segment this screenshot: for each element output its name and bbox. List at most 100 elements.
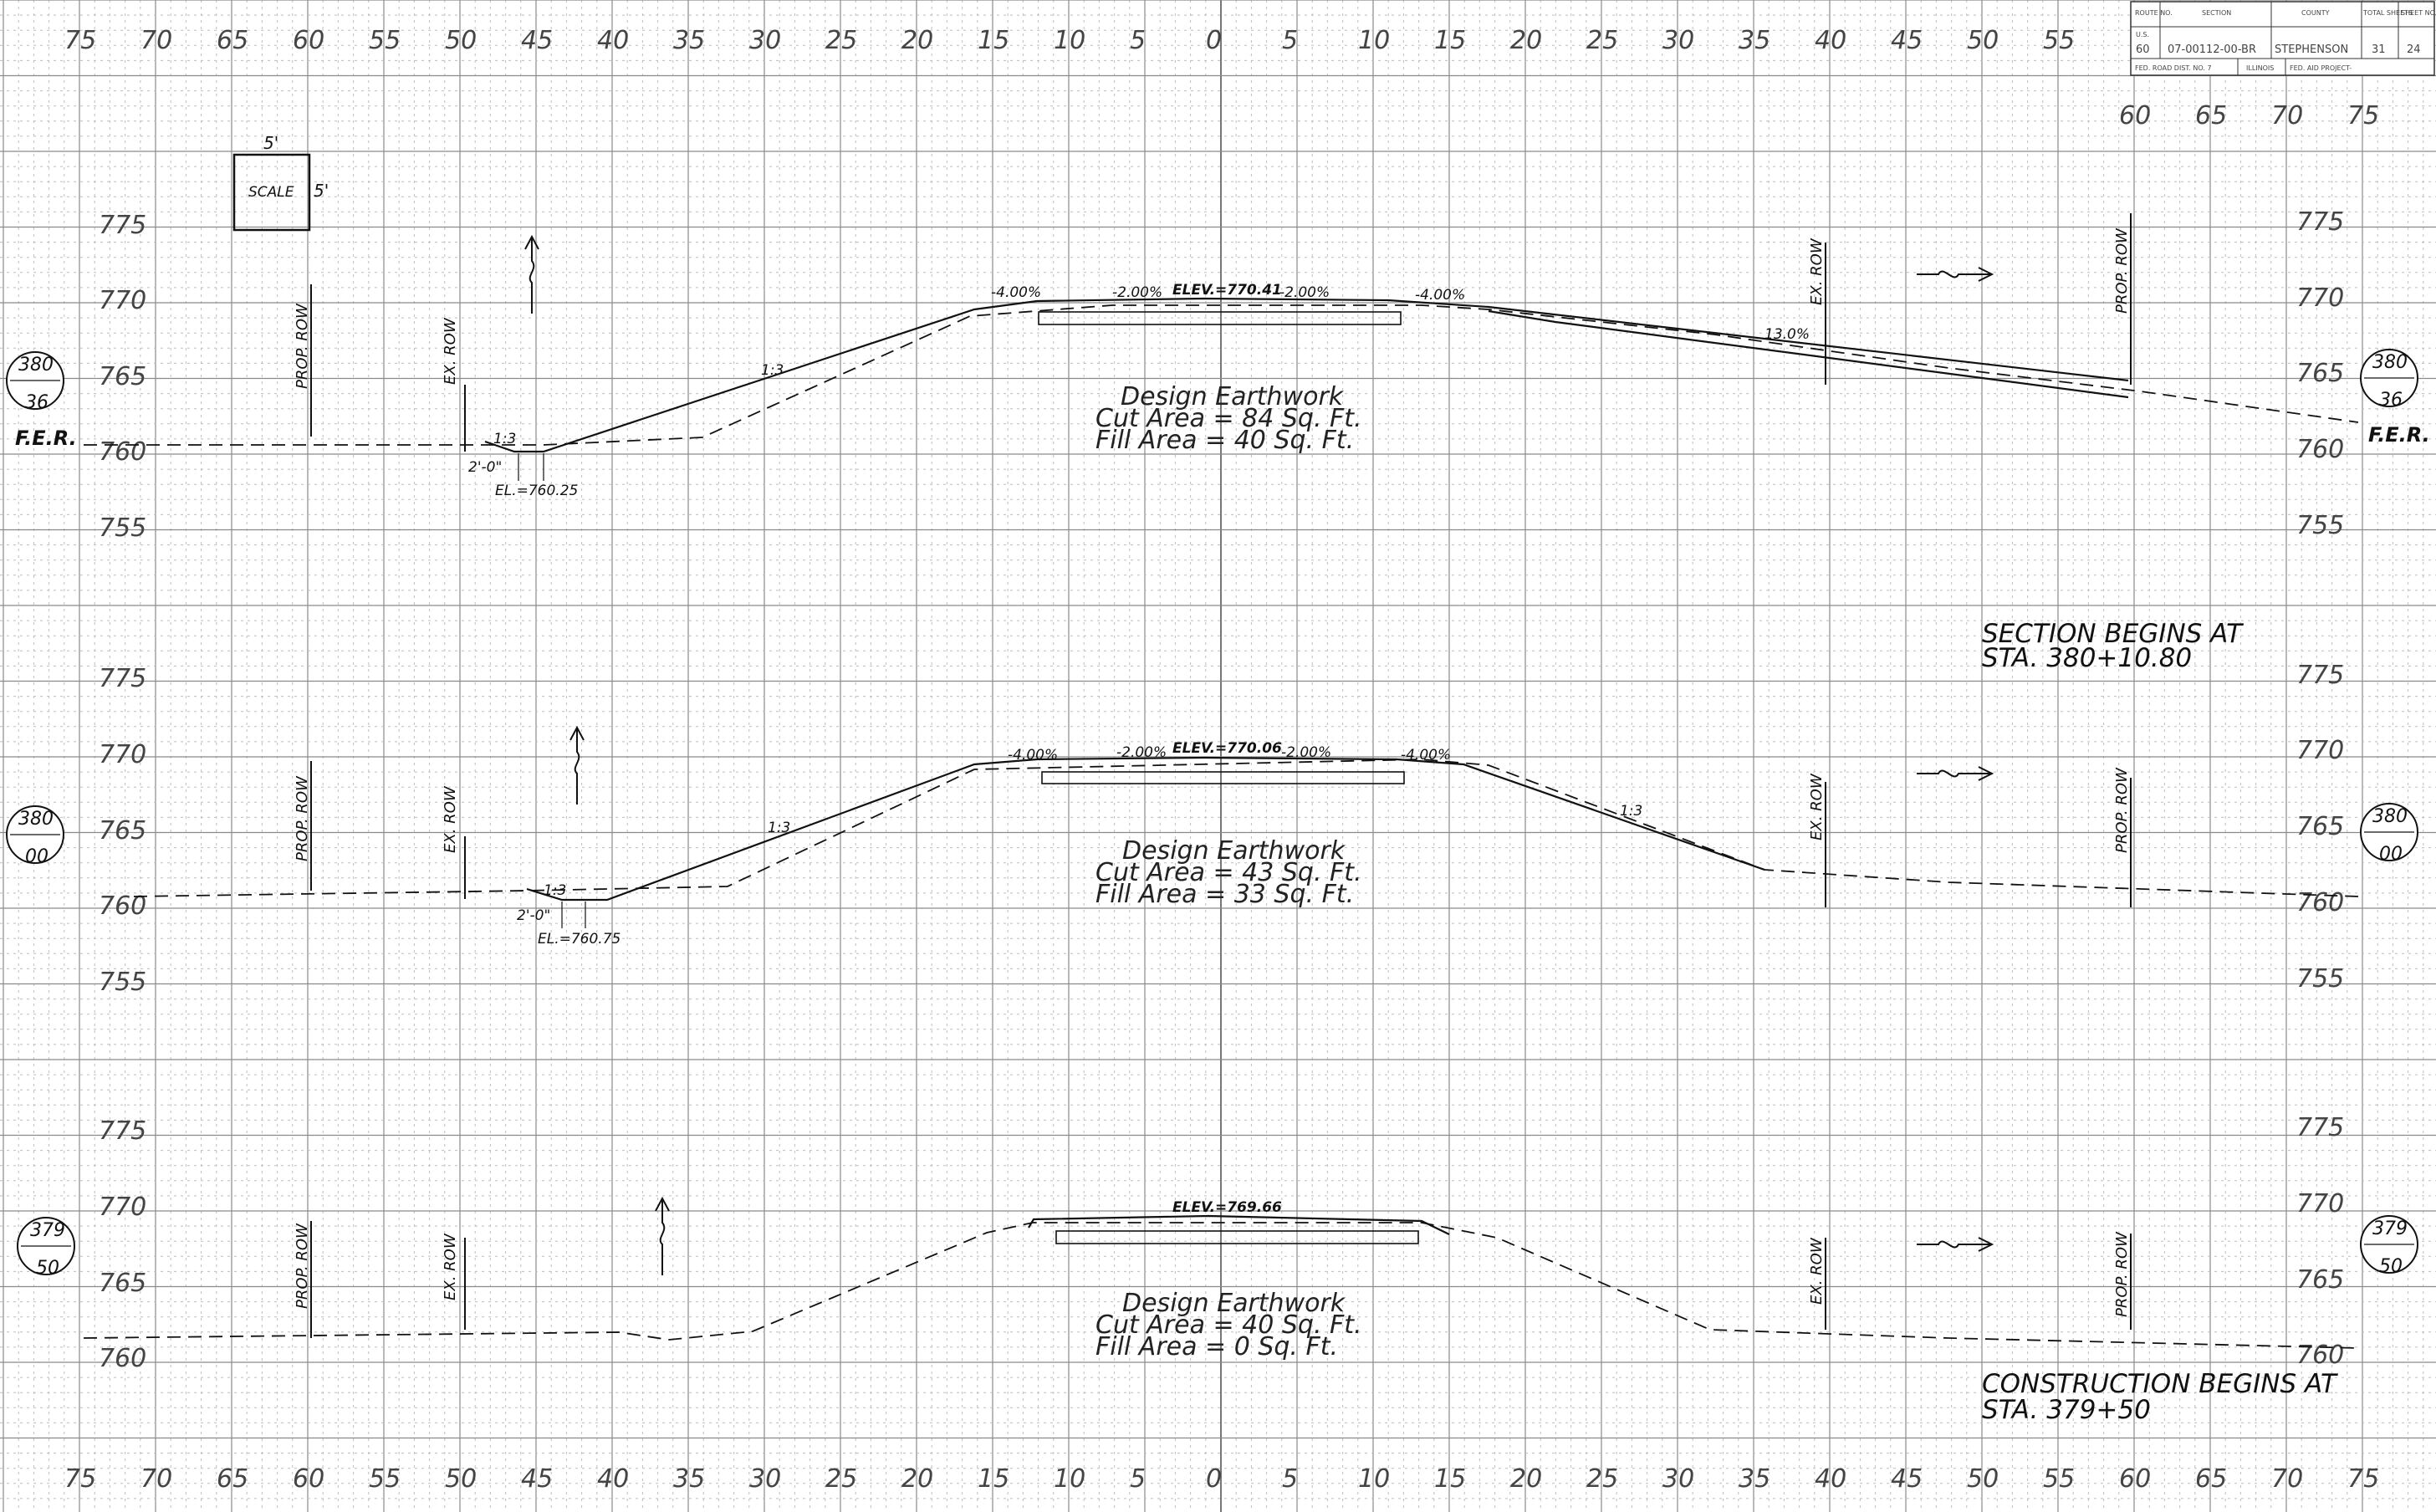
elev-label: 770 <box>2296 736 2344 765</box>
prop-row-label-left: PROP. ROW <box>294 1223 311 1309</box>
slope-label: -2.00% <box>1281 744 1331 761</box>
offset-label: 35 <box>1739 1464 1770 1494</box>
offset-label: 40 <box>1815 26 1846 55</box>
offset-label: 10 <box>1358 26 1390 55</box>
station-top: 379 <box>2372 1218 2408 1239</box>
offset-label: 25 <box>825 1464 857 1494</box>
offset-label: 15 <box>1434 1464 1466 1494</box>
offset-label: 40 <box>597 26 629 55</box>
offset-label: 5 <box>1130 1464 1146 1494</box>
slope-ratio-label: 1:3 <box>544 882 566 899</box>
tb-header-route: ROUTE NO. <box>2135 9 2173 17</box>
fill-area: Fill Area = 33 Sq. Ft. <box>1095 880 1354 909</box>
station-top: 380 <box>18 355 54 375</box>
offset-label: 45 <box>1891 1464 1923 1494</box>
offset-label: 45 <box>521 26 553 55</box>
offset-label: 0 <box>1206 26 1222 55</box>
station-bottom: 00 <box>25 846 49 867</box>
tb-fed-road-dist: FED. ROAD DIST. NO. 7 <box>2135 64 2212 72</box>
tb-county: STEPHENSON <box>2275 43 2348 56</box>
slope-label: -4.00% <box>1415 287 1465 304</box>
elev-label: 760 <box>99 437 146 467</box>
flow-arrow-icon <box>1917 766 1994 781</box>
flow-arrow-icon <box>1917 267 1994 282</box>
offset-label: 70 <box>140 1464 172 1494</box>
title-block: ROUTE NO. SECTION COUNTY TOTAL SHEETS SH… <box>2130 1 2436 76</box>
elev-label: 765 <box>2296 1265 2344 1295</box>
elev-label: 760 <box>2296 888 2344 917</box>
cross-section-380-00: 775 770 765 760 755 775 770 765 760 755 … <box>6 661 2418 997</box>
offset-label: 15 <box>978 1464 1009 1494</box>
elev-label: 770 <box>99 1193 146 1222</box>
elev-label: 775 <box>2296 1113 2344 1142</box>
offset-label: 65 <box>217 1464 248 1494</box>
elev-callout: ELEV.=770.06 <box>1172 740 1282 757</box>
station-bubble-right: 379 50 <box>2360 1215 2418 1277</box>
fill-area: Fill Area = 0 Sq. Ft. <box>1095 1332 1338 1361</box>
tb-header-county: COUNTY <box>2301 9 2330 17</box>
offset-label: 50 <box>1967 1464 1999 1494</box>
elev-label: 775 <box>99 664 146 693</box>
prop-row-label-left: PROP. ROW <box>294 303 311 389</box>
cut-area: Cut Area = 40 Sq. Ft. <box>1095 1310 1362 1340</box>
slope-ratio-label: 1:3 <box>1620 803 1642 820</box>
elev-label: 765 <box>99 362 146 391</box>
existing-ground-line <box>83 1222 2359 1349</box>
offset-label: 5 <box>1130 26 1146 55</box>
offset-label: 55 <box>369 26 401 55</box>
offset-label: 70 <box>140 26 172 55</box>
offset-label: 5 <box>1282 26 1298 55</box>
ex-row-label-right: EX. ROW <box>1808 773 1826 840</box>
offset-label: 60 <box>293 1464 324 1494</box>
scale-side-label: 5' <box>314 181 329 201</box>
north-arrow-icon <box>655 1196 670 1275</box>
elev-label: 760 <box>2296 1341 2344 1370</box>
ex-row-label-right: EX. ROW <box>1808 238 1826 305</box>
elev-label: 765 <box>99 1269 146 1298</box>
section-begins-line-2: STA. 380+10.80 <box>1982 643 2192 673</box>
offset-label: 60 <box>2119 101 2151 130</box>
offset-label: 60 <box>293 26 324 55</box>
existing-ground-line <box>84 304 2359 446</box>
offset-label: 65 <box>2195 101 2227 130</box>
elevation-labels-left: 775 770 765 760 <box>99 1116 146 1373</box>
slope-label: -2.00% <box>1116 744 1167 761</box>
proposed-grade-line <box>526 756 1765 902</box>
elev-label: 760 <box>99 1344 146 1373</box>
elev-label: 755 <box>99 513 146 543</box>
slope-label: -2.00% <box>1279 284 1330 301</box>
station-bottom: 36 <box>25 392 49 413</box>
offset-label: 45 <box>1891 26 1923 55</box>
prop-row-label-right: PROP. ROW <box>2113 1231 2131 1317</box>
tb-total-sheets: 31 <box>2372 43 2386 56</box>
ex-row-label-right: EX. ROW <box>1808 1237 1826 1305</box>
station-bubble-left: 379 50 <box>17 1217 75 1279</box>
elevation-labels-left: 775 770 765 760 755 <box>99 211 146 543</box>
ditch-width-label: 2'-0" <box>517 907 550 924</box>
offset-labels-bottom: 75 70 65 60 55 50 45 40 35 30 25 20 15 10 5 0 5 10 15 20 25 3… <box>64 1464 2379 1494</box>
earthwork-title: Design Earthwork <box>1122 1289 1346 1318</box>
elev-label: 755 <box>2296 964 2344 994</box>
elev-label: 755 <box>99 968 146 997</box>
offset-label: 35 <box>673 1464 705 1494</box>
flow-arrow-icon <box>1917 1237 1994 1252</box>
offset-label: 65 <box>217 26 248 55</box>
offset-label: 10 <box>1358 1464 1390 1494</box>
offset-label: 70 <box>2271 1464 2303 1494</box>
station-bubble-right: 380 36 <box>2360 349 2418 411</box>
ex-row-label-left: EX. ROW <box>442 317 459 385</box>
construction-begins-line-1: CONSTRUCTION BEGINS AT <box>1982 1369 2338 1399</box>
proposed-grade-line <box>484 297 2129 453</box>
slope-label: -2.00% <box>1112 284 1162 301</box>
proposed-grade-subgrade <box>1488 309 2129 399</box>
station-bubble-left: 380 36 <box>6 351 64 413</box>
elev-label: 765 <box>2296 812 2344 841</box>
offset-label: 15 <box>978 26 1009 55</box>
slope-ratio-label: 1:3 <box>768 820 790 836</box>
offset-label: 55 <box>369 1464 401 1494</box>
elev-label: 775 <box>2296 207 2344 237</box>
offset-label: 50 <box>1967 26 1999 55</box>
tb-header-total-sheets: TOTAL SHEETS <box>2362 9 2413 17</box>
offset-label: 60 <box>2119 1464 2151 1494</box>
offset-label: 40 <box>1815 1464 1846 1494</box>
